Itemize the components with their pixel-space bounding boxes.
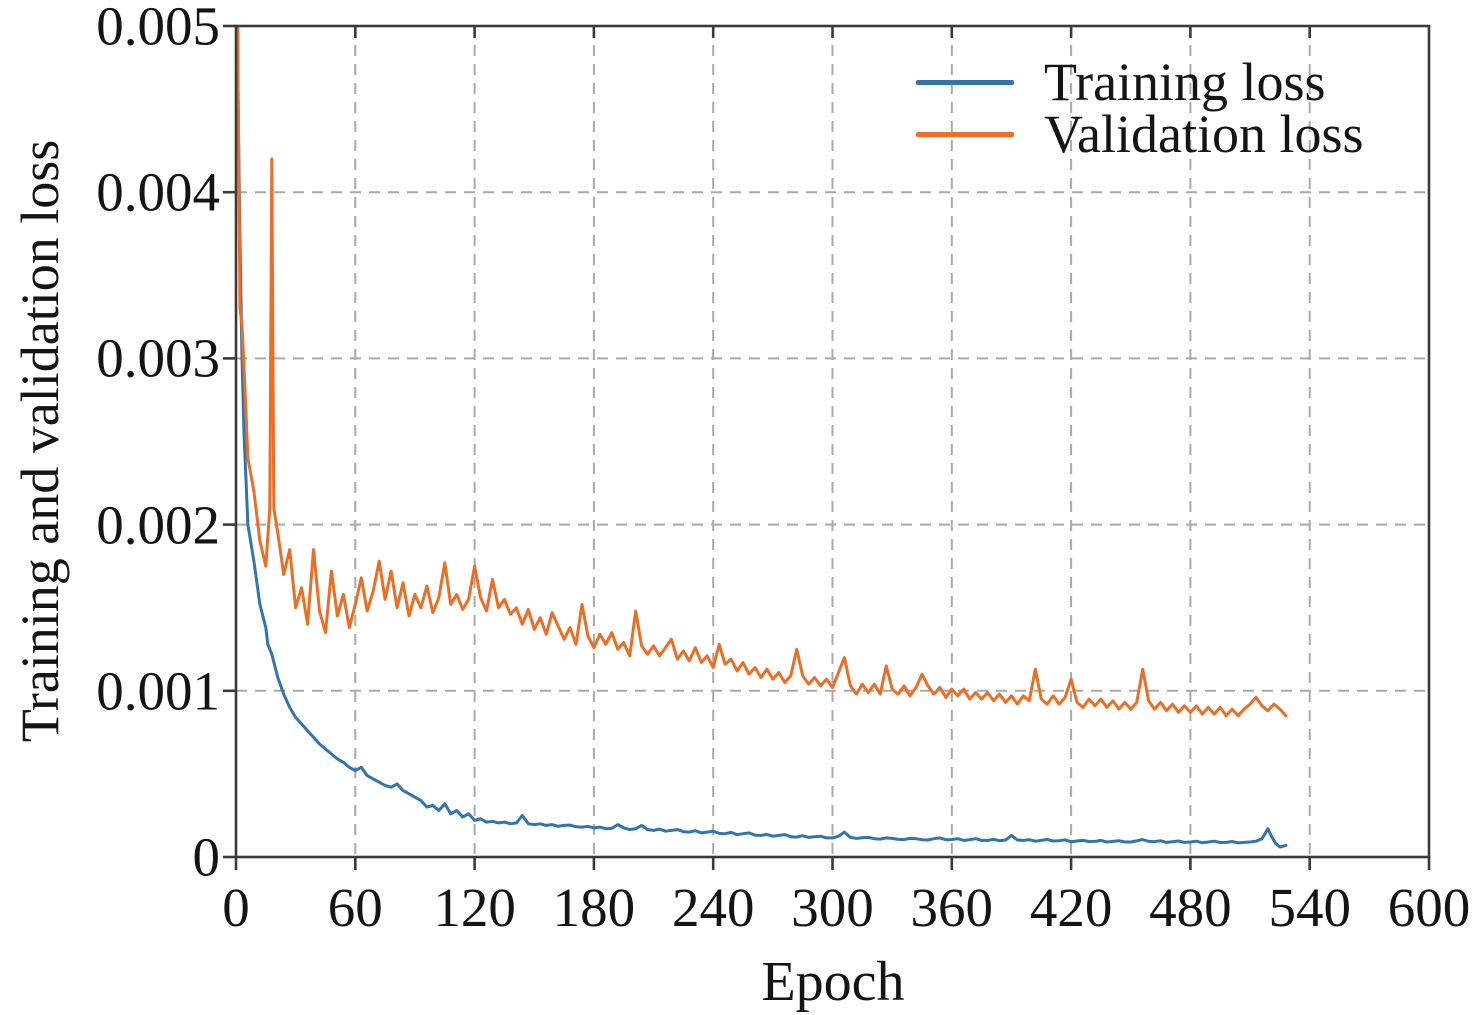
x-tick-label: 600 bbox=[1387, 877, 1471, 938]
x-tick-label: 420 bbox=[1029, 877, 1113, 938]
y-tick-label: 0.002 bbox=[96, 494, 220, 556]
x-tick-label: 540 bbox=[1268, 877, 1351, 938]
legend: Training loss Validation loss bbox=[916, 52, 1364, 164]
x-axis-title: Epoch bbox=[761, 951, 905, 1013]
x-tick-label: 0 bbox=[222, 877, 250, 938]
training-loss-line bbox=[236, 26, 1288, 849]
y-tick-label: 0.005 bbox=[96, 0, 220, 57]
y-tick-label: 0 bbox=[192, 826, 221, 888]
y-tick-label: 0.004 bbox=[96, 161, 220, 223]
validation-loss-legend-label: Validation loss bbox=[1044, 104, 1364, 164]
y-axis-title: Training and validation loss bbox=[10, 139, 70, 743]
x-tick-label: 360 bbox=[910, 877, 994, 938]
legend-entry-validation: Validation loss bbox=[916, 104, 1364, 164]
training-loss-swatch bbox=[916, 79, 1014, 85]
x-tick-label: 300 bbox=[791, 877, 874, 938]
x-tick-label: 120 bbox=[433, 877, 516, 938]
x-tick-label: 180 bbox=[552, 877, 636, 938]
y-tick-label: 0.001 bbox=[96, 660, 220, 722]
x-tick-label: 480 bbox=[1149, 877, 1232, 938]
y-tick-label: 0.003 bbox=[96, 327, 220, 389]
x-tick-label: 60 bbox=[327, 877, 383, 938]
validation-loss-swatch bbox=[916, 131, 1014, 137]
validation-loss-line bbox=[236, 26, 1288, 718]
training-loss-legend-label: Training loss bbox=[1044, 52, 1326, 112]
x-tick-label: 240 bbox=[671, 877, 755, 938]
legend-entry-training: Training loss bbox=[916, 52, 1364, 112]
